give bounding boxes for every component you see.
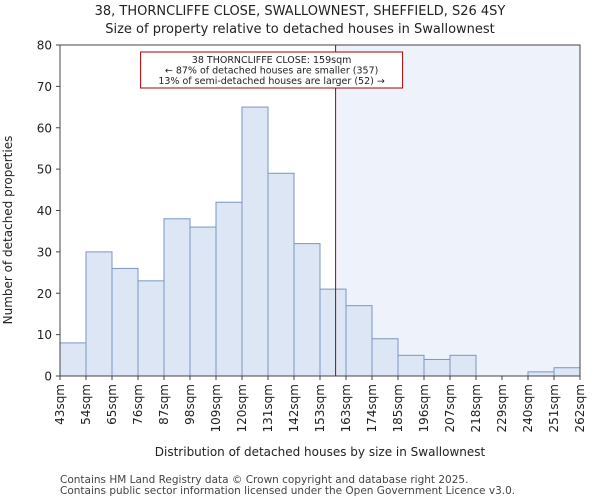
x-tick-label: 120sqm: [235, 384, 249, 432]
chart-subtitle: Size of property relative to detached ho…: [105, 22, 495, 37]
x-tick-label: 163sqm: [339, 384, 353, 432]
x-tick-label: 54sqm: [79, 384, 93, 425]
x-tick-label: 185sqm: [391, 384, 405, 432]
x-tick-label: 131sqm: [261, 384, 275, 432]
x-tick-label: 98sqm: [183, 384, 197, 425]
x-tick-label: 218sqm: [469, 384, 483, 432]
bar-142sqm: [293, 243, 321, 377]
x-tick-label: 240sqm: [521, 384, 535, 432]
chart-title: 38, THORNCLIFFE CLOSE, SWALLOWNEST, SHEF…: [94, 4, 506, 19]
x-tick-label: 65sqm: [105, 384, 119, 425]
bar-153sqm: [319, 288, 347, 377]
footer-copyright: Contains HM Land Registry data © Crown c…: [60, 474, 469, 486]
y-tick-label: 80: [37, 39, 52, 53]
y-axis-label: Number of detached properties: [1, 136, 15, 325]
annotation-line-1: 38 THORNCLIFFE CLOSE: 159sqm: [192, 55, 352, 66]
bar-76sqm: [137, 280, 165, 377]
footer-licence: Contains public sector information licen…: [60, 485, 516, 497]
y-tick-label: 60: [37, 121, 52, 135]
x-tick-label: 109sqm: [209, 384, 223, 432]
larger-properties-region: [335, 45, 580, 376]
x-tick-label: 207sqm: [443, 384, 457, 432]
bar-163sqm: [345, 305, 373, 377]
x-tick-label: 251sqm: [547, 384, 561, 432]
bar-174sqm: [371, 338, 399, 377]
y-tick-label: 50: [37, 163, 52, 177]
x-tick-label: 262sqm: [573, 384, 587, 432]
y-tick-label: 10: [37, 328, 52, 342]
annotation-line-3: 13% of semi-detached houses are larger (…: [158, 76, 385, 87]
bar-207sqm: [449, 354, 477, 377]
x-tick-label: 174sqm: [365, 384, 379, 432]
x-tick-label: 142sqm: [287, 384, 301, 432]
bar-54sqm: [85, 251, 113, 377]
annotation-line-2: ← 87% of detached houses are smaller (35…: [165, 66, 378, 77]
bar-65sqm: [111, 267, 139, 377]
x-tick-label: 196sqm: [417, 384, 431, 432]
x-tick-label: 153sqm: [313, 384, 327, 432]
x-tick-label: 43sqm: [53, 384, 67, 425]
x-tick-label: 87sqm: [157, 384, 171, 425]
x-tick-label: 76sqm: [131, 384, 145, 425]
y-tick-label: 40: [37, 204, 52, 218]
x-tick-label: 229sqm: [495, 384, 509, 432]
bar-87sqm: [163, 218, 191, 377]
bar-120sqm: [241, 106, 269, 377]
y-tick-label: 70: [37, 80, 52, 94]
bar-240sqm: [527, 371, 555, 377]
bar-185sqm: [397, 354, 425, 377]
bar-109sqm: [215, 201, 243, 377]
bar-98sqm: [189, 226, 217, 377]
y-tick-label: 0: [44, 370, 52, 384]
x-axis-label: Distribution of detached houses by size …: [155, 445, 486, 459]
y-tick-label: 20: [37, 287, 52, 301]
bar-chart: 0 10 20 30 40 50 60 70 80 43sqm 54sqm 65sqm 76sqm 87…: [1, 39, 587, 460]
bar-43sqm: [59, 342, 87, 377]
bar-251sqm: [553, 367, 581, 377]
bar-131sqm: [267, 172, 295, 377]
bar-196sqm: [423, 358, 451, 377]
y-tick-label: 30: [37, 245, 52, 259]
property-annotation: 38 THORNCLIFFE CLOSE: 159sqm ← 87% of de…: [140, 51, 404, 89]
